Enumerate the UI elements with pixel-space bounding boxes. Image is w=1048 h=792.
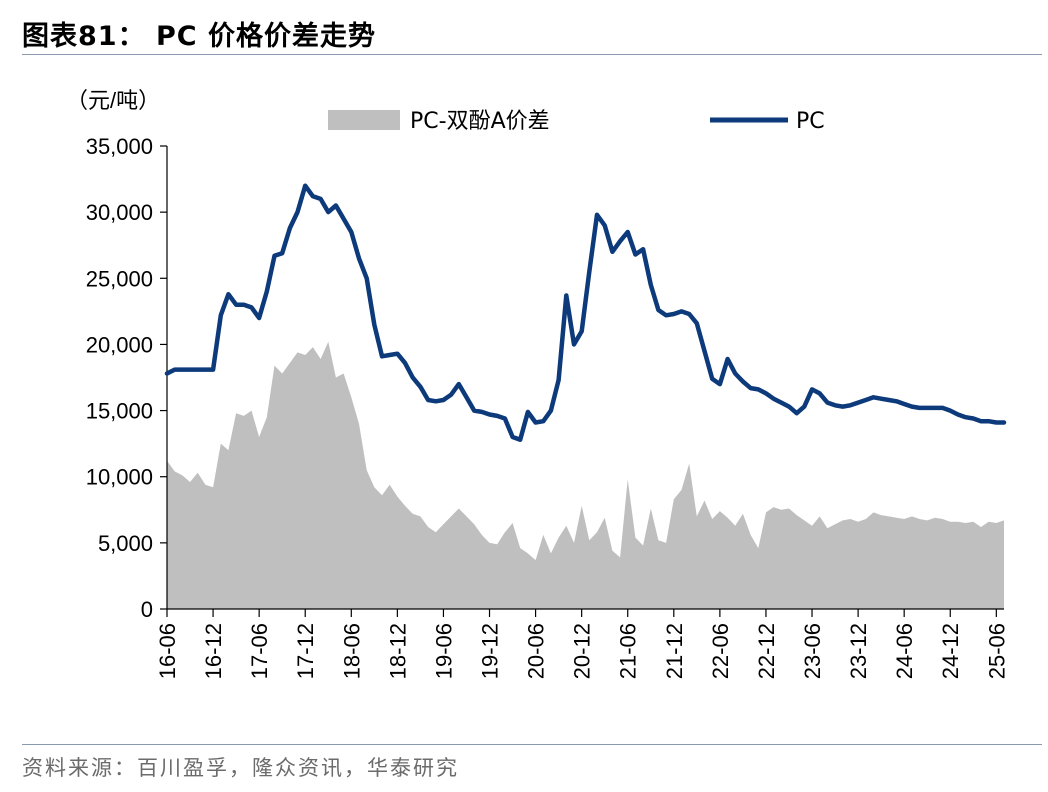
y-tick-label: 20,000: [86, 332, 153, 357]
x-tick-label: 22-06: [708, 623, 733, 679]
x-tick-label: 25-06: [984, 623, 1009, 679]
x-tick-label: 19-12: [478, 623, 503, 679]
y-tick-label: 10,000: [86, 465, 153, 490]
x-tick-label: 17-12: [293, 623, 318, 679]
chart-title: 图表81： PC 价格价差走势: [22, 21, 376, 52]
x-tick-label: 18-12: [385, 623, 410, 679]
y-tick-label: 0: [141, 597, 153, 622]
x-tick-label: 24-12: [938, 623, 963, 679]
source-note: 资料来源：百川盈孚，隆众资讯，华泰研究: [22, 756, 459, 780]
x-tick-label: 20-06: [524, 623, 549, 679]
y-tick-label: 25,000: [86, 266, 153, 291]
legend-spread-swatch: [328, 110, 400, 130]
x-tick-label: 23-06: [800, 623, 825, 679]
x-tick-label: 16-06: [155, 623, 180, 679]
title-rule: [22, 54, 1042, 55]
x-tick-label: 24-06: [892, 623, 917, 679]
x-tick-label: 16-12: [201, 623, 226, 679]
spread-area: [167, 341, 1004, 609]
x-tick-label: 22-12: [754, 623, 779, 679]
legend-pc-label: PC: [796, 109, 825, 134]
x-tick-label: 18-06: [339, 623, 364, 679]
pc-line-layer: [164, 183, 1007, 442]
y-tick-label: 35,000: [86, 134, 153, 159]
y-tick-label: 5,000: [98, 531, 153, 556]
x-tick-label: 19-06: [431, 623, 456, 679]
x-tick-label: 17-06: [247, 623, 272, 679]
footer-rule: [22, 744, 1042, 745]
y-tick-label: 30,000: [86, 200, 153, 225]
x-tick-label: 23-12: [846, 623, 871, 679]
spread-area-layer: [167, 341, 1004, 609]
y-tick-label: 15,000: [86, 399, 153, 424]
legend: PC-双酚A价差 PC: [328, 109, 825, 134]
legend-spread-label: PC-双酚A价差: [410, 109, 550, 134]
x-tick-label: 21-06: [616, 623, 641, 679]
y-tick-labels: 0 5,000 10,000 15,000 20,000 25,000 30,000 35,0…: [86, 134, 153, 622]
y-unit-label: （元/吨）: [66, 88, 160, 113]
pc-line: [164, 183, 1007, 442]
x-tick-label: 21-12: [662, 623, 687, 679]
axes-layer: [160, 145, 1004, 617]
x-tick-label: 20-12: [570, 623, 595, 679]
x-tick-labels: 16-06 16-12 17-06 17-12 18-06 18-12 19-06 19-12…: [155, 623, 1009, 679]
